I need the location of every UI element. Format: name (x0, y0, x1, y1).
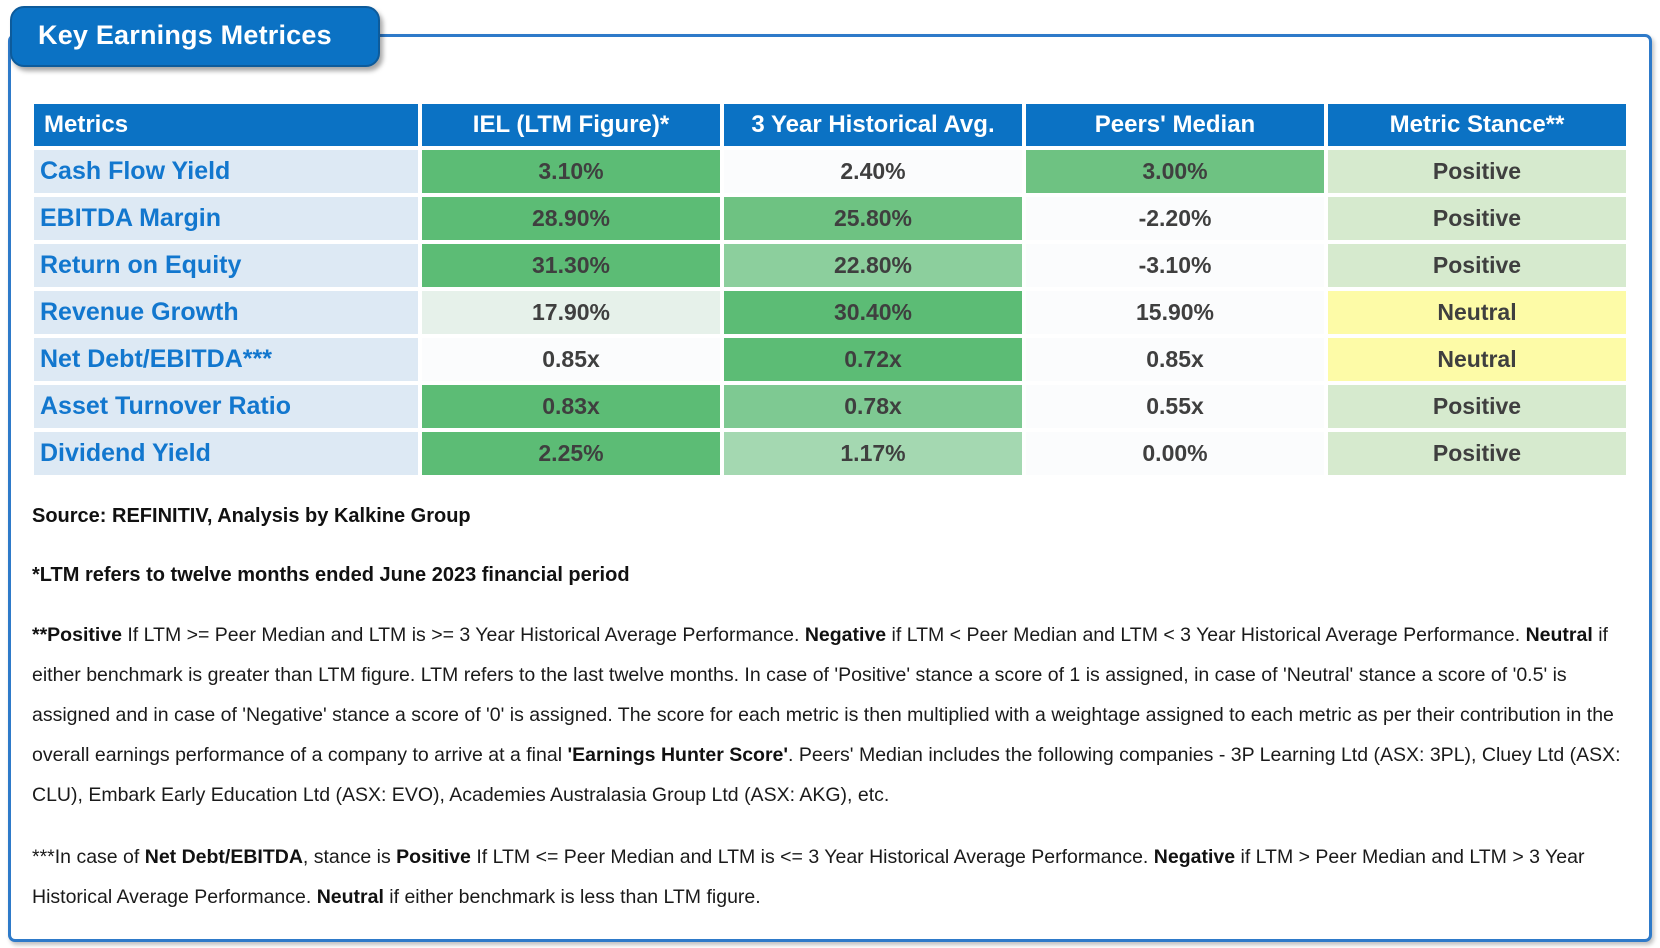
column-header: Metric Stance** (1328, 104, 1626, 146)
table-row: Revenue Growth 17.90% 30.40% 15.90% Neutral (34, 291, 1626, 334)
value-cell: 3.00% (1026, 150, 1324, 193)
footnote-text-segment: Positive (396, 846, 471, 868)
table-header-row: Metrics IEL (LTM Figure)* 3 Year Historica… (34, 104, 1626, 146)
value-cell: 0.72x (724, 338, 1022, 381)
footnote-text-segment: if LTM < Peer Median and LTM < 3 Year Hi… (886, 624, 1526, 646)
footnote-text-segment: if either benchmark is less than LTM fig… (383, 886, 761, 908)
stance-cell: Neutral (1328, 291, 1626, 334)
footnote-ltm: *LTM refers to twelve months ended June … (32, 564, 630, 586)
value-cell: 30.40% (724, 291, 1022, 334)
footnote-text-segment: Net Debt/EBITDA (144, 846, 303, 868)
footnote-text-segment: If LTM >= Peer Median and LTM is >= 3 Ye… (121, 624, 805, 646)
footnote-text-segment: . Peers' Median includes the following c… (32, 744, 1621, 806)
footnote-text-segment: **Positive (32, 624, 122, 646)
table-body: Cash Flow Yield 3.10% 2.40% 3.00% Positive EB… (34, 150, 1626, 475)
footnote-netdebt-definition: ***In case of Net Debt/EBITDA, stance is… (32, 837, 1628, 917)
value-cell: 0.00% (1026, 432, 1324, 475)
value-cell: 0.83x (422, 385, 720, 428)
stance-cell: Positive (1328, 150, 1626, 193)
table-row: Return on Equity 31.30% 22.80% -3.10% Positi… (34, 244, 1626, 287)
stance-cell: Neutral (1328, 338, 1626, 381)
value-cell: 22.80% (724, 244, 1022, 287)
value-cell: 3.10% (422, 150, 720, 193)
value-cell: 0.55x (1026, 385, 1324, 428)
table-row: Dividend Yield 2.25% 1.17% 0.00% Positive (34, 432, 1626, 475)
value-cell: 31.30% (422, 244, 720, 287)
footnote-text-segment: Neutral (316, 886, 384, 908)
value-cell: 2.25% (422, 432, 720, 475)
footnotes-section: Source: REFINITIV, Analysis by Kalkine G… (32, 505, 1628, 939)
footnote-text-segment: If LTM <= Peer Median and LTM is <= 3 Ye… (470, 846, 1154, 868)
value-cell: 28.90% (422, 197, 720, 240)
column-header: 3 Year Historical Avg. (724, 104, 1022, 146)
value-cell: 2.40% (724, 150, 1022, 193)
stance-cell: Positive (1328, 197, 1626, 240)
metric-label: Net Debt/EBITDA*** (34, 338, 418, 381)
footnote-text-segment: , stance is (302, 846, 397, 868)
column-header: IEL (LTM Figure)* (422, 104, 720, 146)
footnote-text-segment: 'Earnings Hunter Score' (567, 744, 789, 766)
stance-cell: Positive (1328, 244, 1626, 287)
metric-label: Revenue Growth (34, 291, 418, 334)
value-cell: 0.85x (422, 338, 720, 381)
value-cell: 0.78x (724, 385, 1022, 428)
footnote-text-segment: Neutral (1525, 624, 1593, 646)
table-row: Net Debt/EBITDA*** 0.85x 0.72x 0.85x Neutral (34, 338, 1626, 381)
table-row: EBITDA Margin 28.90% 25.80% -2.20% Positive (34, 197, 1626, 240)
footnote-text-segment: if either benchmark is greater than LTM … (32, 624, 1614, 766)
column-header: Peers' Median (1026, 104, 1324, 146)
metric-label: Return on Equity (34, 244, 418, 287)
value-cell: 25.80% (724, 197, 1022, 240)
footnote-source: Source: REFINITIV, Analysis by Kalkine G… (32, 505, 471, 527)
stance-cell: Positive (1328, 432, 1626, 475)
metric-label: Dividend Yield (34, 432, 418, 475)
metric-label: Asset Turnover Ratio (34, 385, 418, 428)
value-cell: 17.90% (422, 291, 720, 334)
footnote-stance-definition: **Positive If LTM >= Peer Median and LTM… (32, 615, 1628, 815)
column-header: Metrics (34, 104, 418, 146)
value-cell: -3.10% (1026, 244, 1324, 287)
stance-cell: Positive (1328, 385, 1626, 428)
table-row: Cash Flow Yield 3.10% 2.40% 3.00% Positive (34, 150, 1626, 193)
value-cell: 0.85x (1026, 338, 1324, 381)
metrics-table: Metrics IEL (LTM Figure)* 3 Year Historica… (30, 100, 1630, 479)
table-row: Asset Turnover Ratio 0.83x 0.78x 0.55x Posit… (34, 385, 1626, 428)
value-cell: 15.90% (1026, 291, 1324, 334)
value-cell: -2.20% (1026, 197, 1324, 240)
footnote-text-segment: ***In case of (32, 846, 145, 868)
metric-label: Cash Flow Yield (34, 150, 418, 193)
metric-label: EBITDA Margin (34, 197, 418, 240)
value-cell: 1.17% (724, 432, 1022, 475)
footnote-text-segment: Negative (1153, 846, 1236, 868)
footnote-text-segment: Negative (804, 624, 887, 646)
page-title: Key Earnings Metrices (10, 6, 380, 67)
footnote-text-segment: if LTM > Peer Median and LTM > 3 Year Hi… (32, 846, 1585, 908)
